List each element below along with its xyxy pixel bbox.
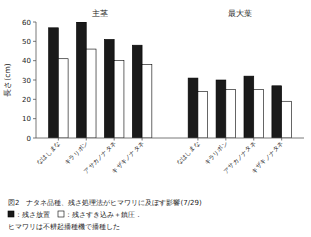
bar <box>188 78 198 138</box>
bar <box>58 59 68 138</box>
legend-swatch <box>58 211 64 217</box>
y-tick-label: 10 <box>22 115 31 123</box>
bar <box>272 86 282 138</box>
bar <box>142 65 152 138</box>
y-axis <box>36 22 37 138</box>
y-tick <box>33 118 36 119</box>
x-tick-label: なはしまな <box>35 140 62 167</box>
note: ヒマワリは不耕起播種機で播種した <box>8 223 120 231</box>
bar <box>254 90 264 138</box>
y-tick-label: 60 <box>22 19 31 27</box>
bar <box>114 61 124 138</box>
y-tick <box>33 99 36 100</box>
bar <box>104 39 114 138</box>
chart-svg: 0102030405060長さ(cm)なはしまなキラリボンアサカノナタネキザキノ… <box>0 0 311 237</box>
group-label: 主茎 <box>92 9 108 18</box>
legend-entry: ：残さすき込み＋鎮圧． <box>65 211 142 219</box>
y-tick-label: 20 <box>22 96 31 104</box>
x-tick <box>197 138 198 141</box>
y-tick-label: 0 <box>27 135 31 143</box>
bars <box>49 22 292 138</box>
x-tick-label: キラリボン <box>63 140 89 166</box>
x-tick <box>225 138 226 141</box>
x-tick <box>281 138 282 141</box>
bar <box>49 28 59 138</box>
y-tick <box>33 41 36 42</box>
y-tick <box>33 22 36 23</box>
x-tick <box>114 138 115 141</box>
x-tick <box>86 138 87 141</box>
y-axis-label: 長さ(cm) <box>3 63 12 96</box>
y-tick <box>33 80 36 81</box>
group-label: 最大葉 <box>228 9 252 18</box>
y-tick-label: 50 <box>22 38 31 46</box>
x-axis <box>36 138 304 139</box>
x-tick-label: キラリボン <box>202 140 228 166</box>
legend-entry: ：残さ放置 <box>15 211 50 219</box>
bar <box>198 92 208 138</box>
bar <box>76 22 86 138</box>
x-tick-label: キザキノナタネ <box>250 140 285 175</box>
bar <box>282 101 292 138</box>
bar <box>244 76 254 138</box>
y-tick <box>33 60 36 61</box>
caption: 図2 ナタネ品種、残さ処理法がヒマワリに及ぼす影響(7/29) <box>8 199 202 207</box>
x-tick <box>253 138 254 141</box>
y-tick <box>33 138 36 139</box>
chart-container: 0102030405060長さ(cm)なはしまなキラリボンアサカノナタネキザキノ… <box>0 0 311 237</box>
x-tick <box>58 138 59 141</box>
x-tick-label: なはしまな <box>174 140 201 167</box>
bar <box>86 49 96 138</box>
bar <box>226 90 236 138</box>
y-tick-label: 40 <box>22 57 31 65</box>
y-tick-label: 30 <box>22 77 31 85</box>
legend-swatch <box>8 211 14 217</box>
bar <box>216 80 226 138</box>
x-tick-label: キザキノナタネ <box>110 140 145 175</box>
x-tick <box>142 138 143 141</box>
bar <box>132 45 142 138</box>
